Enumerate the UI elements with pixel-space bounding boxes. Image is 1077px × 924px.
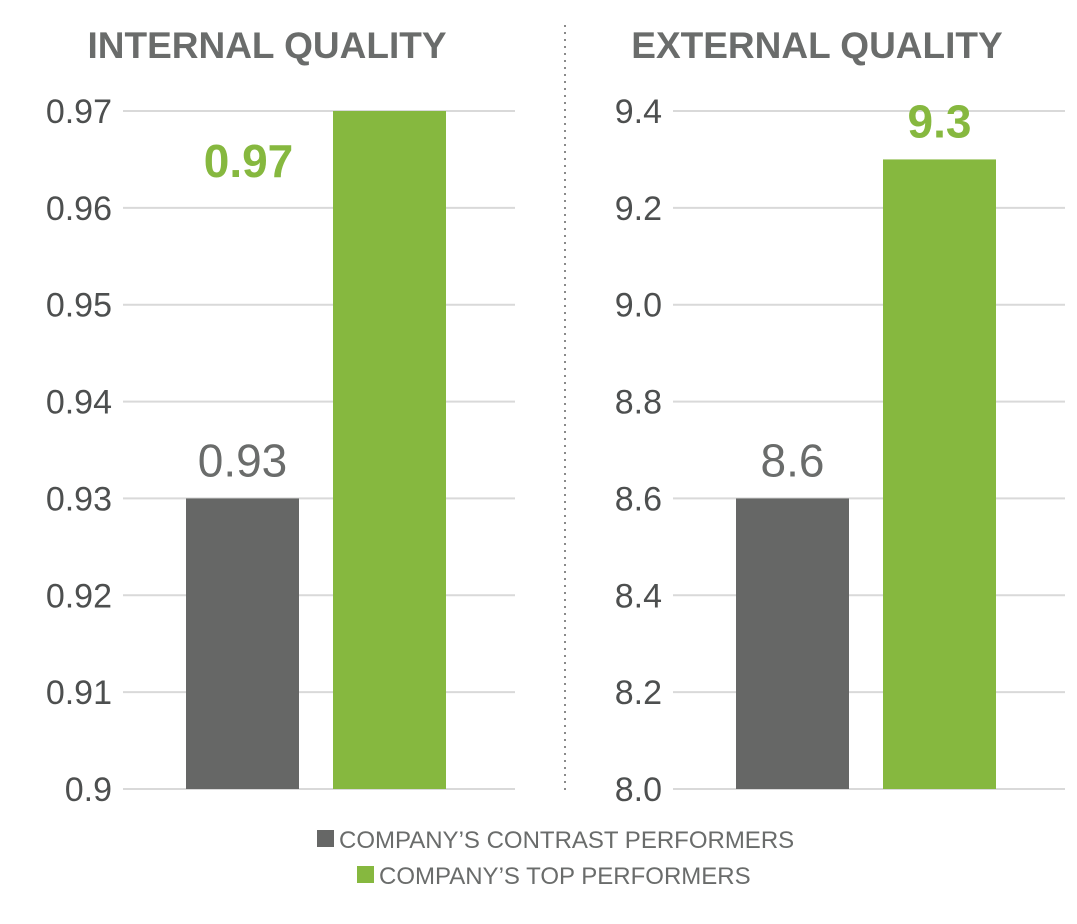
legend-label-contrast: COMPANY’S CONTRAST PERFORMERS bbox=[339, 827, 794, 854]
top-performers-bar bbox=[883, 159, 996, 789]
legend-swatch-top bbox=[357, 866, 374, 883]
bar-value-label: 0.93 bbox=[198, 434, 288, 486]
y-tick-label: 8.2 bbox=[615, 674, 662, 712]
bar-value-label: 0.97 bbox=[204, 135, 294, 187]
y-tick-label: 0.92 bbox=[46, 577, 112, 615]
legend: COMPANY’S CONTRAST PERFORMERS COMPANY’S … bbox=[317, 827, 794, 890]
bar-value-label: 9.3 bbox=[908, 95, 972, 147]
external-quality-panel: EXTERNAL QUALITY 8.0 8.2 8.4 8.6 8.8 9.0 9.2 9.… bbox=[615, 25, 1065, 809]
y-tick-label: 9.4 bbox=[615, 93, 662, 131]
y-tick-label: 0.95 bbox=[46, 287, 112, 325]
contrast-performers-bar bbox=[736, 498, 849, 789]
bar-value-label: 8.6 bbox=[761, 434, 825, 486]
y-tick-label: 0.93 bbox=[46, 480, 112, 518]
internal-quality-title: INTERNAL QUALITY bbox=[87, 25, 446, 66]
y-tick-label: 8.0 bbox=[615, 771, 662, 809]
y-tick-label: 0.91 bbox=[46, 674, 112, 712]
y-tick-label: 0.9 bbox=[65, 771, 112, 809]
y-tick-label: 8.8 bbox=[615, 384, 662, 422]
contrast-performers-bar bbox=[186, 498, 299, 789]
y-tick-label: 8.6 bbox=[615, 480, 662, 518]
external-quality-title: EXTERNAL QUALITY bbox=[631, 25, 1003, 66]
internal-quality-panel: INTERNAL QUALITY 0.9 0.91 0.92 0.93 0.94 0.95… bbox=[46, 25, 515, 809]
y-tick-label: 0.94 bbox=[46, 384, 112, 422]
y-tick-label: 0.96 bbox=[46, 190, 112, 228]
top-performers-bar bbox=[333, 111, 446, 789]
legend-swatch-contrast bbox=[317, 830, 334, 847]
legend-label-top: COMPANY’S TOP PERFORMERS bbox=[379, 863, 751, 890]
y-tick-label: 0.97 bbox=[46, 93, 112, 131]
y-tick-label: 9.2 bbox=[615, 190, 662, 228]
y-tick-label: 8.4 bbox=[615, 577, 662, 615]
y-tick-label: 9.0 bbox=[615, 287, 662, 325]
